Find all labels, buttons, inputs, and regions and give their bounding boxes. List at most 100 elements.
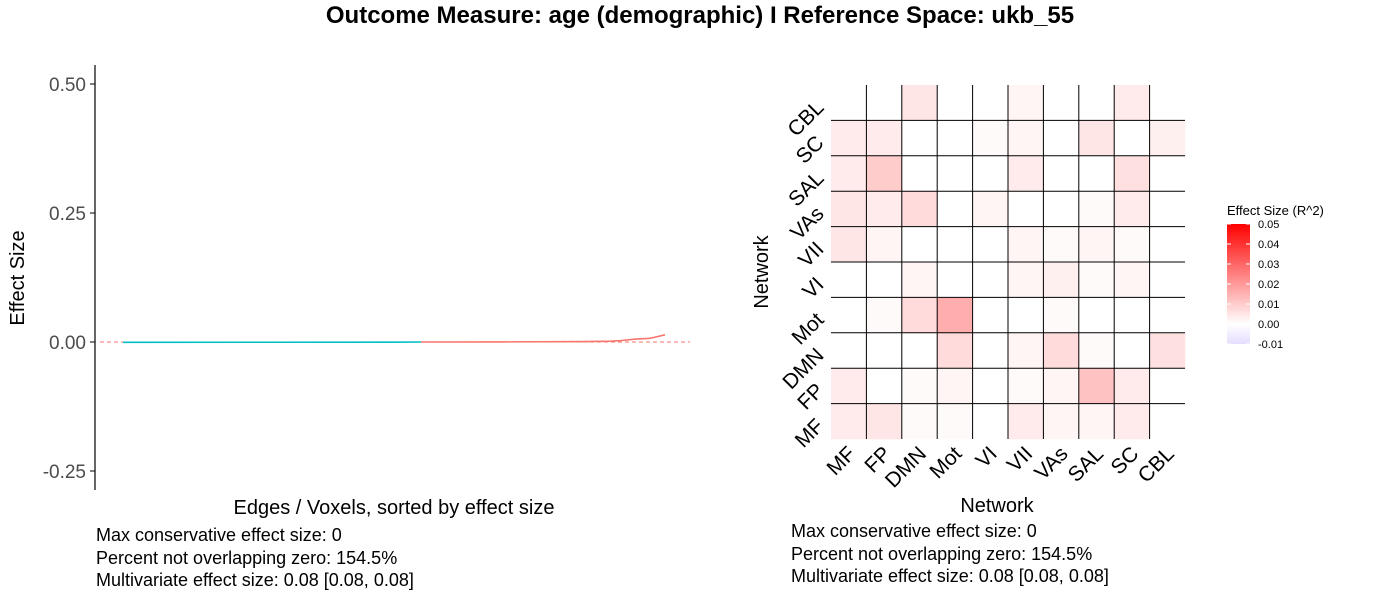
heatmap-cell (901, 191, 938, 227)
heatmap-cell (1149, 85, 1186, 121)
heatmap-cell (1043, 155, 1080, 192)
heatmap-cell (1043, 120, 1080, 157)
heatmap-cell (1149, 297, 1186, 334)
left-stats-block: Max conservative effect size: 0 Percent … (96, 524, 414, 592)
heatmap-cell (831, 191, 867, 227)
heatmap-cell (937, 403, 973, 440)
legend-tick-label: 0.03 (1258, 259, 1279, 271)
heatmap-cell (1008, 155, 1044, 192)
heatmap-cell (1114, 403, 1150, 440)
heatmap-cell (972, 226, 1009, 263)
y-tick-label: 0.00 (49, 333, 86, 354)
heatmap-cell (972, 155, 1009, 192)
multivariate-effect-size: Multivariate effect size: 0.08 [0.08, 0.… (96, 570, 414, 590)
heatmap-cell (1114, 297, 1150, 334)
heatmap-cell (972, 403, 1009, 440)
heatmap-cell (937, 368, 973, 404)
heatmap-cell (1149, 368, 1186, 404)
heatmap-cell (901, 226, 938, 263)
heatmap-cell (972, 297, 1009, 334)
multivariate-effect-size: Multivariate effect size: 0.08 [0.08, 0.… (791, 566, 1109, 586)
heatmap-cell (866, 403, 903, 440)
heatmap-cell (937, 120, 973, 157)
heatmap-cell (866, 332, 903, 369)
heatmap-cell (972, 191, 1009, 227)
heatmap-cell (1114, 262, 1150, 298)
heatmap-cell (901, 332, 938, 369)
heatmap-cell (901, 85, 938, 121)
y-category-label: CBL (783, 96, 828, 141)
heatmap-cell (1043, 403, 1080, 440)
y-axis-label: Effect Size (7, 230, 29, 325)
heatmap-cell (1008, 332, 1044, 369)
heatmap-cell (831, 226, 867, 263)
x-category-label: SAL (1064, 442, 1108, 486)
heatmap-cell (1114, 85, 1150, 121)
heatmap-cell (901, 155, 938, 192)
effect-size-line-chart: 0.50 0.25 0.00 -0.25 Edges / Voxels, sorted … (7, 65, 690, 519)
legend-title: Effect Size (R^2) (1227, 203, 1324, 218)
percent-not-overlapping-zero: Percent not overlapping zero: 154.5% (96, 547, 398, 568)
heatmap-cell (1078, 297, 1115, 334)
heatmap-cell (866, 262, 903, 298)
heatmap-cell (1043, 297, 1080, 334)
x-category-label: DMN (881, 442, 931, 492)
heatmap-cell (972, 368, 1009, 404)
y-category-label: VAs (786, 202, 828, 244)
heatmap-cell (866, 120, 903, 157)
heatmap-cell (972, 85, 1009, 121)
heatmap-cell (831, 332, 867, 369)
heatmap-cell (866, 85, 903, 121)
x-axis-title: Network (960, 495, 1034, 517)
heatmap-cell (1078, 191, 1115, 227)
heatmap-cell (1078, 403, 1115, 440)
max-conservative-effect-size: Max conservative effect size: 0 (791, 521, 1037, 541)
heatmap-cell (1043, 191, 1080, 227)
heatmap-cell (972, 120, 1009, 157)
heatmap-cell (1078, 85, 1115, 121)
heatmap-cell (1078, 368, 1115, 404)
heatmap-cell (1043, 368, 1080, 404)
heatmap-cell (1149, 191, 1186, 227)
legend-tick-label: 0.05 (1258, 219, 1279, 231)
heatmap-cell (1043, 332, 1080, 369)
heatmap-cell (1114, 226, 1150, 263)
y-category-label: SAL (784, 167, 828, 211)
y-axis-title: Network (751, 234, 773, 308)
heatmap-cell (972, 332, 1009, 369)
legend-tick-label: 0.01 (1258, 299, 1279, 311)
heatmap-cell (1114, 155, 1150, 192)
heatmap-cell (1078, 262, 1115, 298)
page-title: Outcome Measure: age (demographic) I Ref… (325, 2, 1075, 29)
y-category-label: MF (791, 415, 829, 453)
x-category-label: MF (823, 442, 861, 480)
heatmap-cell (937, 297, 973, 334)
y-tick-label: -0.25 (43, 462, 86, 483)
y-category-label: VI (798, 273, 828, 303)
legend-tick-label: 0.00 (1258, 319, 1279, 331)
heatmap-cell (831, 120, 867, 157)
heatmap-cell (1008, 403, 1044, 440)
heatmap-cell (901, 262, 938, 298)
heatmap-cell (937, 226, 973, 263)
heatmap-cell (1008, 368, 1044, 404)
heatmap-cell (866, 191, 903, 227)
heatmap-cell (1008, 120, 1044, 157)
positive-effects-line (421, 334, 666, 343)
max-conservative-effect-size: Max conservative effect size: 0 (96, 525, 342, 545)
legend-tick-label: -0.01 (1258, 339, 1283, 351)
heatmap-cell (937, 332, 973, 369)
heatmap-cell (1078, 155, 1115, 192)
heatmap-cell (937, 191, 973, 227)
heatmap-cell (937, 85, 973, 121)
heatmap-cell (1078, 226, 1115, 263)
heatmap-cell (866, 226, 903, 263)
heatmap-cell (1114, 332, 1150, 369)
y-tick-label: 0.50 (49, 75, 86, 96)
heatmap-cell (1114, 120, 1150, 157)
legend-tick-label: 0.04 (1258, 239, 1279, 251)
heatmap-cell (831, 403, 867, 440)
heatmap-cell (1043, 85, 1080, 121)
heatmap-cell (831, 85, 867, 121)
